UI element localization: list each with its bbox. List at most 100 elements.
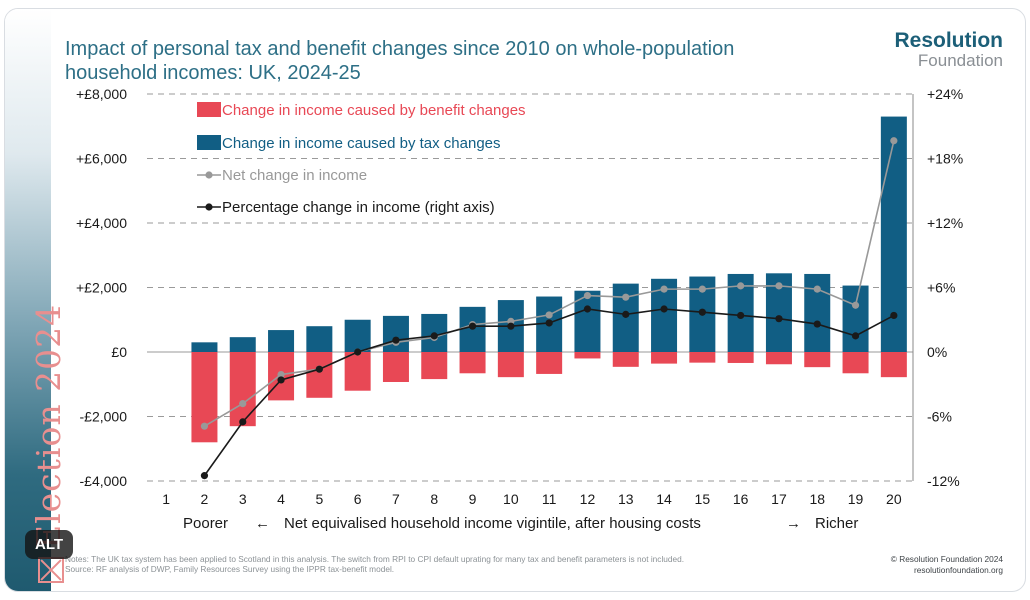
chart-svg: +£8,000 +£6,000 +£4,000 +£2,000 £0 -£2,000 -£4… (76, 86, 963, 532)
y-left-tick-label: +£6,000 (76, 151, 127, 167)
pct-point (239, 418, 247, 426)
x-tick-label: 15 (695, 491, 711, 507)
benefit-bar (842, 352, 869, 374)
net-point (545, 311, 553, 319)
x-tick-label: 7 (392, 491, 400, 507)
legend-swatch-tax (197, 135, 221, 150)
benefit-bar (306, 352, 333, 398)
legend-swatch-benefit (197, 102, 221, 117)
benefit-bar (651, 352, 678, 364)
y-left-tick-label: -£4,000 (80, 473, 128, 489)
y-right-tick-label: -6% (927, 409, 952, 425)
tax-bar (842, 285, 869, 352)
benefit-bar (804, 352, 831, 368)
tax-bar (574, 290, 601, 352)
x-label-left-arrow: ← (255, 515, 270, 532)
net-point (583, 291, 592, 300)
election-sidebar: Election 2024 (5, 9, 68, 591)
pct-point (354, 348, 362, 356)
tax-bar (306, 326, 333, 352)
x-label-poorer: Poorer (183, 515, 228, 532)
legend-marker-pct (205, 203, 213, 211)
y-left-tick-label: +£4,000 (76, 215, 127, 231)
benefit-bar (382, 352, 409, 382)
net-point (239, 400, 247, 408)
logo-line-2: Foundation (917, 51, 1003, 70)
y-right-tick-label: -12% (927, 473, 960, 489)
net-point (660, 285, 668, 293)
pct-point (698, 308, 706, 316)
alt-text-button[interactable]: ALT (25, 530, 74, 559)
y-right-tick-label: 0% (927, 344, 947, 360)
notes-block: Notes: The UK tax system has been applie… (65, 554, 845, 574)
chart-card: Election 2024 Impact of personal tax and… (4, 8, 1026, 592)
net-point (813, 285, 821, 293)
pct-point (315, 365, 323, 373)
pct-point (430, 332, 438, 340)
y-left-tick-label: £0 (111, 344, 127, 360)
pct-point (468, 322, 477, 330)
benefit-bar (689, 352, 716, 363)
y-right-tick-label: +6% (927, 280, 955, 296)
net-point (200, 422, 209, 430)
pct-point (813, 320, 821, 328)
pct-point (890, 311, 898, 320)
legend-label-pct: Percentage change in income (right axis) (222, 199, 495, 216)
y-right-tick-label: +24% (927, 86, 963, 102)
benefit-bar (421, 352, 448, 380)
benefit-bar (229, 352, 256, 427)
tax-bar (344, 319, 371, 352)
pct-point (775, 315, 783, 323)
chart-title: Impact of personal tax and benefit chang… (65, 38, 735, 84)
x-tick-label: 4 (277, 491, 285, 507)
x-tick-label: 6 (354, 491, 362, 507)
pct-point (622, 310, 630, 318)
y-right-tick-label: +18% (927, 151, 963, 167)
net-point (737, 282, 745, 290)
tax-bar (382, 315, 409, 352)
pct-point (277, 376, 285, 384)
pct-point (583, 305, 592, 313)
net-point (890, 137, 898, 145)
copyright-text: © Resolution Foundation 2024 (890, 554, 1003, 564)
legend-marker-net (205, 171, 213, 179)
y-left-tick-label: +£8,000 (76, 86, 127, 102)
net-point (775, 282, 783, 290)
pct-point (660, 305, 668, 313)
legend-label-net: Net change in income (222, 167, 367, 184)
logo-line-1: Resolution (894, 29, 1004, 52)
x-label-richer: Richer (815, 515, 858, 532)
copyright-block: © Resolution Foundation 2024 resolutionf… (891, 554, 1003, 576)
x-tick-label: 14 (656, 491, 672, 507)
benefit-bar (765, 352, 792, 365)
x-tick-label: 1 (162, 491, 170, 507)
x-label-right-arrow: → (786, 515, 801, 532)
benefit-bar (727, 352, 754, 363)
pct-point (851, 332, 860, 340)
website-text: resolutionfoundation.org (913, 565, 1003, 575)
x-axis-label: Net equivalised household income viginti… (284, 515, 701, 532)
x-tick-label: 16 (733, 491, 749, 507)
x-tick-label: 3 (239, 491, 247, 507)
y-left-tick-label: -£2,000 (80, 409, 128, 425)
x-tick-label: 17 (771, 491, 787, 507)
x-tick-label: 8 (430, 491, 438, 507)
benefit-bar (880, 352, 907, 378)
x-tick-label: 13 (618, 491, 634, 507)
source-text: Source: RF analysis of DWP, Family Resou… (65, 564, 395, 574)
pct-point (545, 319, 553, 327)
x-tick-label: 10 (503, 491, 519, 507)
benefit-bar (574, 352, 601, 359)
benefit-bar (497, 352, 524, 378)
pct-point (392, 336, 400, 344)
x-tick-label: 9 (469, 491, 477, 507)
benefit-bar (612, 352, 639, 367)
tax-bar (191, 342, 218, 352)
x-tick-label: 20 (886, 491, 902, 507)
tax-bar (229, 337, 256, 352)
benefit-bar (459, 352, 486, 374)
y-left-tick-label: +£2,000 (76, 280, 127, 296)
x-tick-label: 19 (848, 491, 864, 507)
resolution-foundation-logo: Resolution Foundation (894, 29, 1004, 71)
legend-label-benefit: Change in income caused by benefit chang… (222, 102, 526, 119)
